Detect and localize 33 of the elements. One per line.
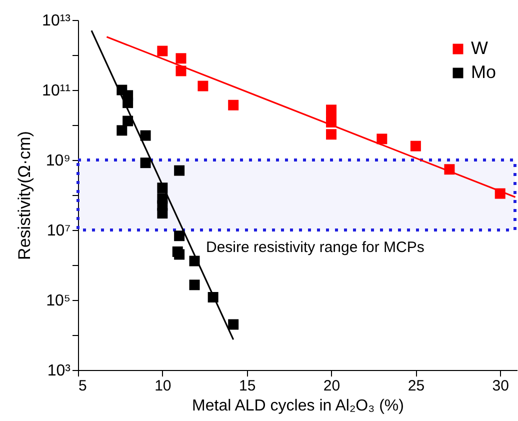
point <box>326 129 337 140</box>
point <box>376 134 388 144</box>
point <box>174 165 185 176</box>
y-tick-label: 10¹³ <box>42 12 72 30</box>
y-tick-label: 10⁹ <box>46 152 70 170</box>
x-tick-label: 30 <box>492 378 509 394</box>
x-tick-label: 10 <box>154 378 172 394</box>
x-tick-label: 20 <box>323 378 340 394</box>
y-axis-title: Resistivity(Ω·cm) <box>15 131 34 260</box>
point <box>140 158 151 168</box>
point <box>174 249 185 260</box>
x-tick-label: 25 <box>408 378 425 394</box>
y-tick-label: 10⁵ <box>46 292 70 310</box>
x-tick-label: 15 <box>239 378 256 394</box>
point <box>228 319 239 330</box>
x-tick-label: 5 <box>78 378 87 394</box>
point <box>157 208 168 219</box>
point <box>140 130 151 141</box>
band-label: Desire resistivity range for MCPs <box>206 239 424 256</box>
point <box>410 140 421 152</box>
y-tick-label: 10⁷ <box>46 222 71 240</box>
point <box>228 100 239 110</box>
point <box>174 230 185 242</box>
legend-label: Mo <box>471 62 496 82</box>
point <box>116 125 128 136</box>
legend-label: W <box>471 38 488 58</box>
point <box>176 53 186 64</box>
x-axis-title: Metal ALD cycles in Al₂O₃ (%) <box>192 398 404 414</box>
y-tick-label: 10³ <box>47 362 72 380</box>
y-tick-label: 10¹¹ <box>42 82 70 100</box>
point <box>157 46 168 56</box>
point <box>198 80 208 92</box>
point <box>189 280 200 290</box>
